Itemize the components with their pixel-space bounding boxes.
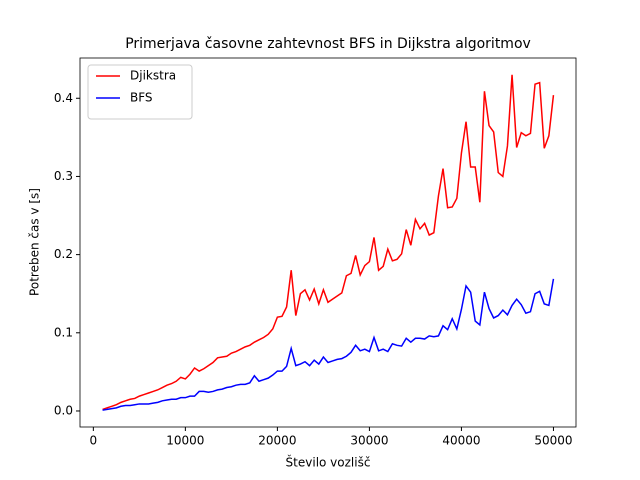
y-tick-label: 0.0 bbox=[54, 403, 73, 417]
x-tick-label: 40000 bbox=[442, 434, 480, 448]
x-tick-label: 30000 bbox=[350, 434, 388, 448]
legend-box bbox=[87, 64, 193, 120]
data-line bbox=[102, 278, 555, 411]
plot-frame bbox=[79, 57, 577, 428]
y-tick-label: 0.2 bbox=[54, 247, 73, 261]
x-axis-label: Število vozlišč bbox=[286, 455, 371, 470]
legend-label: Djikstra bbox=[130, 69, 176, 83]
y-axis-label: Potreben čas v [s] bbox=[28, 188, 42, 296]
y-tick-label: 0.1 bbox=[54, 325, 73, 339]
legend: Djikstra BFS bbox=[87, 64, 193, 120]
x-tick-label: 50000 bbox=[534, 434, 572, 448]
y-tick-label: 0.4 bbox=[54, 91, 73, 105]
x-tick-label: 0 bbox=[90, 434, 98, 448]
y-tick-label: 0.3 bbox=[54, 169, 73, 183]
chart-title: Primerjava časovne zahtevnost BFS in Dij… bbox=[125, 36, 531, 52]
x-tick-label: 10000 bbox=[166, 434, 204, 448]
data-line bbox=[102, 74, 555, 411]
legend-label: BFS bbox=[130, 91, 153, 105]
x-tick-label: 20000 bbox=[258, 434, 296, 448]
